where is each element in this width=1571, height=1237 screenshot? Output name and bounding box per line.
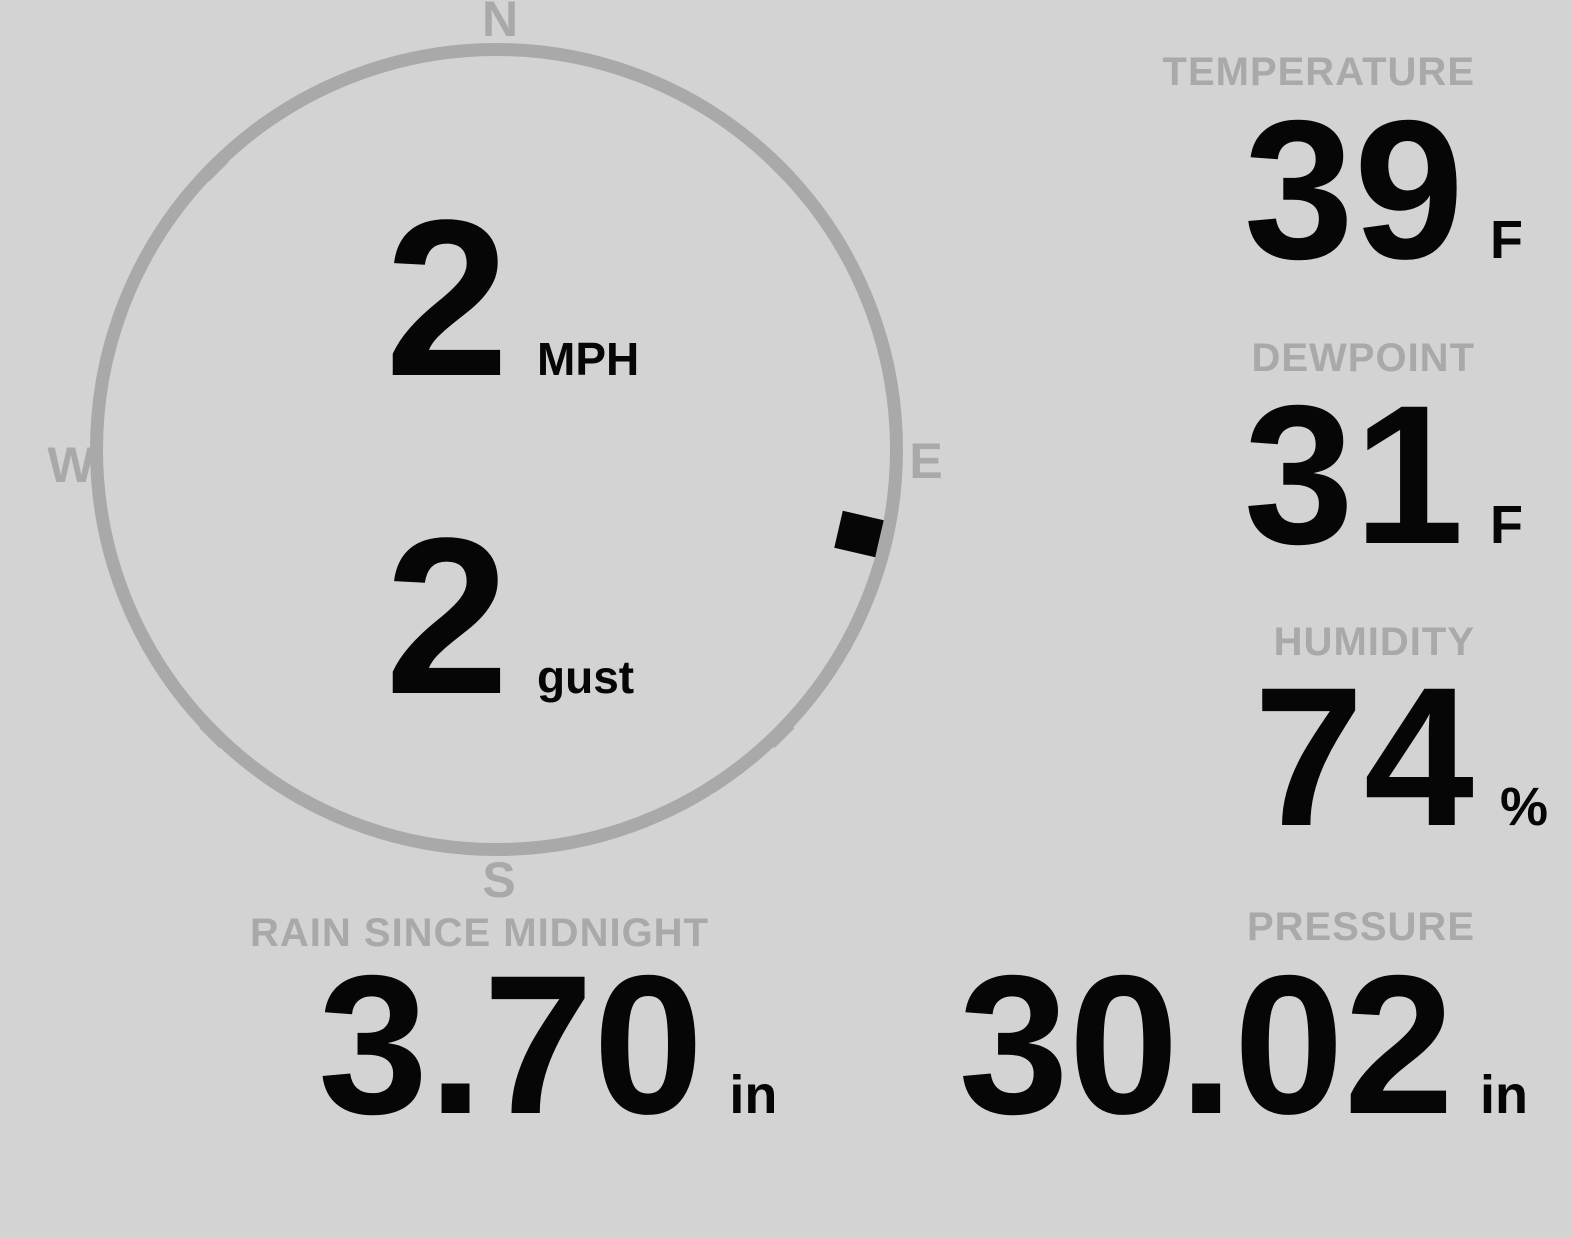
wind-speed-value: 2 <box>385 174 510 423</box>
compass-label-south: S <box>482 852 516 908</box>
dewpoint-reading: 31 F <box>1244 376 1523 574</box>
temperature-label: TEMPERATURE <box>1162 50 1475 94</box>
pressure-reading: 30.02 in <box>959 946 1528 1144</box>
wind-gust: 2 gust <box>385 505 634 728</box>
rain-unit: in <box>729 1065 778 1125</box>
wind-speed: 2 MPH <box>385 187 639 410</box>
dewpoint-label: DEWPOINT <box>1251 336 1475 380</box>
humidity-reading: 74 % <box>1254 658 1548 856</box>
rain-value: 3.70 <box>318 934 704 1155</box>
temperature-reading: 39 F <box>1244 91 1523 289</box>
temperature-value: 39 <box>1243 79 1464 300</box>
compass-label-north: N <box>481 0 519 47</box>
compass-label-east: E <box>909 433 943 489</box>
humidity-value: 74 <box>1253 646 1474 867</box>
pressure-value: 30.02 <box>958 934 1454 1155</box>
dewpoint-value: 31 <box>1243 364 1464 585</box>
rain-label: RAIN SINCE MIDNIGHT <box>250 911 709 955</box>
compass-label-west: W <box>47 437 95 493</box>
temperature-unit: F <box>1490 210 1523 270</box>
dewpoint-unit: F <box>1490 495 1523 555</box>
rain-reading: 3.70 in <box>318 946 777 1144</box>
humidity-unit: % <box>1499 777 1548 837</box>
humidity-label: HUMIDITY <box>1273 620 1475 664</box>
wind-gust-unit: gust <box>537 651 635 703</box>
wind-gust-value: 2 <box>385 492 510 741</box>
pressure-unit: in <box>1480 1065 1528 1125</box>
pressure-label: PRESSURE <box>1246 905 1475 949</box>
wind-speed-unit: MPH <box>537 333 640 385</box>
